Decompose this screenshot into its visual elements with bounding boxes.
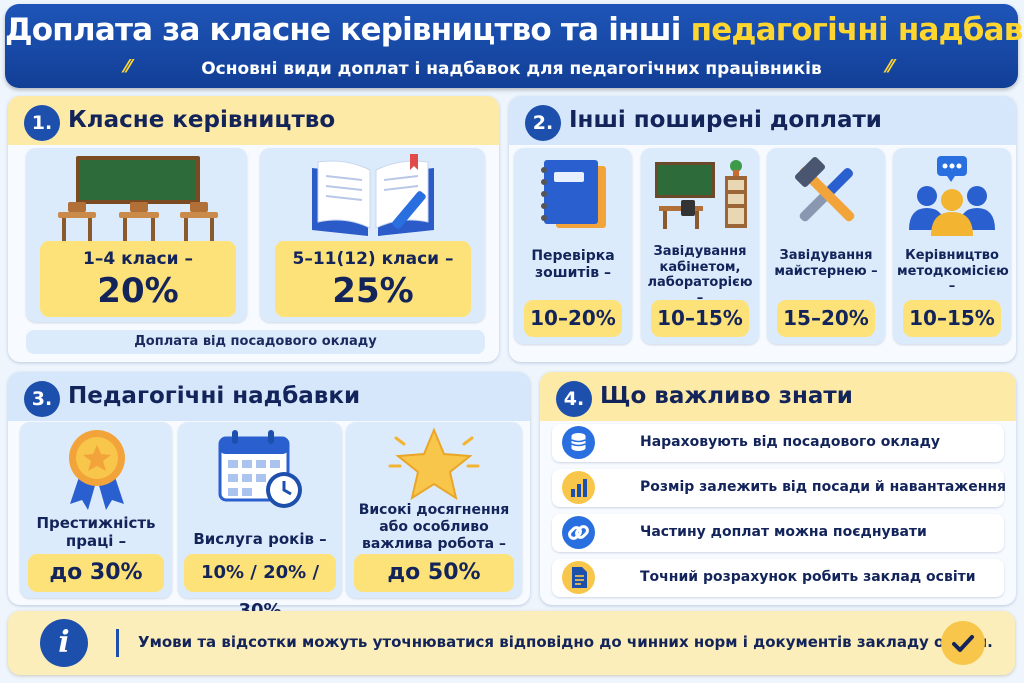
card-notebooks: Перевірка зошитів – 10–20%: [514, 148, 632, 344]
class-5-11-value: 25%: [332, 271, 414, 311]
info-row-size: Розмір залежить від посади й навантаженн…: [552, 469, 1007, 507]
achievements-label: Високі досягнення або особливо важлива р…: [358, 502, 510, 552]
classroom-icon: [58, 156, 218, 242]
info-row-calculation-text: Точний розрахунок робить заклад освіти: [640, 569, 976, 585]
cabinet-value: 10–15%: [651, 300, 749, 337]
section-1-panel: 1. Класне керівництво 1–4 класи – 20% 5–…: [8, 96, 499, 362]
tools-icon: [794, 156, 855, 222]
section-4-title: Що важливо знати: [600, 383, 853, 409]
section-1-number: 1.: [24, 105, 60, 141]
section-3-panel: 3. Педагогічні надбавки Престижність пра…: [8, 372, 530, 621]
cabinet-label: Завідування кабінетом, лабораторією –: [647, 244, 753, 306]
notebooks-icon: [541, 160, 606, 228]
class-5-11-label: 5–11(12) класи –: [292, 249, 454, 269]
card-class-5-11: 5–11(12) класи – 25%: [260, 148, 485, 322]
chart-icon: [562, 471, 595, 504]
info-row-combine: Частину доплат можна поєднувати: [552, 514, 1004, 552]
info-icon: i: [40, 619, 88, 667]
sparkle-left-icon: ⁄⁄: [125, 56, 132, 77]
footer-text: Умови та відсотки можуть уточнюватися ві…: [138, 633, 993, 651]
check-icon: [941, 621, 985, 665]
footer-note: i Умови та відсотки можуть уточнюватися …: [8, 611, 1015, 675]
book-icon: [312, 154, 434, 236]
workshop-label: Завідування майстернею –: [774, 248, 878, 279]
section-1-title: Класне керівництво: [68, 107, 336, 133]
class-5-11-box: 5–11(12) класи – 25%: [275, 241, 471, 317]
section-3-header: 3. Педагогічні надбавки: [8, 372, 530, 421]
document-icon: [562, 561, 595, 594]
section-4-number: 4.: [556, 381, 592, 417]
card-workshop: Завідування майстернею – 15–20%: [767, 148, 885, 344]
section-1-header: 1. Класне керівництво: [8, 96, 499, 145]
medal-icon: [69, 430, 125, 510]
info-row-calculation: Точний розрахунок робить заклад освіти: [552, 559, 1004, 597]
prestige-value: до 30%: [28, 554, 164, 592]
section-3-title: Педагогічні надбавки: [68, 383, 361, 409]
section-4-panel: 4. Що важливо знати Нараховують від поса…: [540, 372, 1016, 605]
info-row-combine-text: Частину доплат можна поєднувати: [640, 524, 927, 540]
methodcommission-label: Керівництво методкомісією –: [897, 248, 1009, 295]
section-2-header: 2. Інші поширені доплати: [509, 96, 1016, 145]
methodcommission-value: 10–15%: [903, 300, 1001, 337]
card-achievements: Високі досягнення або особливо важлива р…: [346, 422, 522, 598]
section-4-header: 4. Що важливо знати: [540, 372, 1016, 421]
class-1-4-value: 20%: [97, 271, 179, 311]
info-row-size-text: Розмір залежить від посади й навантаженн…: [640, 479, 1007, 495]
card-methodcommission: Керівництво методкомісією – 10–15%: [893, 148, 1011, 344]
class-1-4-label: 1–4 класи –: [83, 249, 193, 269]
footer-divider: [116, 629, 119, 657]
title-highlight: педагогічні надбавки: [690, 12, 1024, 48]
prestige-label: Престижність праці –: [36, 514, 156, 550]
section-2-number: 2.: [525, 105, 561, 141]
workshop-value: 15–20%: [777, 300, 875, 337]
people-icon: [909, 156, 995, 236]
info-row-salary: Нараховують від посадового окладу: [552, 424, 1004, 462]
seniority-label: Вислуга років –: [193, 530, 327, 548]
section-2-panel: 2. Інші поширені доплати Перевірка зошит…: [509, 96, 1016, 362]
page-title: Доплата за класне керівництво та інші пе…: [5, 12, 1024, 48]
calendar-icon: [218, 430, 302, 508]
achievements-value: до 50%: [354, 554, 514, 592]
card-class-1-4: 1–4 класи – 20%: [26, 148, 247, 322]
seniority-value: 10% / 20% / 30%: [184, 554, 336, 621]
class-1-4-box: 1–4 класи – 20%: [40, 241, 236, 317]
section-3-number: 3.: [24, 381, 60, 417]
star-icon: [388, 427, 480, 501]
notebooks-value: 10–20%: [524, 300, 622, 337]
card-seniority: Вислуга років – 10% / 20% / 30%: [178, 422, 342, 621]
info-row-salary-text: Нараховують від посадового окладу: [640, 434, 941, 450]
notebooks-label: Перевірка зошитів –: [531, 248, 615, 281]
coins-icon: [562, 426, 595, 459]
link-icon: [562, 516, 595, 549]
cabinet-icon: [655, 160, 747, 229]
sparkle-right-icon: ⁄⁄: [887, 56, 894, 77]
section-2-title: Інші поширені доплати: [569, 107, 882, 133]
section-1-note: Доплата від посадового окладу: [26, 330, 485, 354]
card-prestige: Престижність праці – до 30%: [20, 422, 172, 598]
page-subtitle: Основні види доплат і надбавок для педаг…: [201, 59, 822, 79]
card-cabinet: Завідування кабінетом, лабораторією – 10…: [641, 148, 759, 344]
header-banner: Доплата за класне керівництво та інші пе…: [5, 4, 1024, 88]
title-main: Доплата за класне керівництво та інші: [5, 12, 681, 48]
